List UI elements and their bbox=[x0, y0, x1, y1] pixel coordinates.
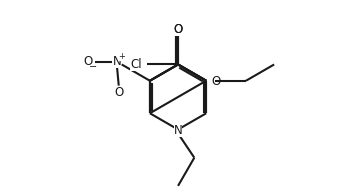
Text: N: N bbox=[112, 55, 121, 68]
Text: O: O bbox=[114, 86, 123, 99]
Text: O: O bbox=[173, 23, 183, 36]
Text: O: O bbox=[211, 75, 220, 88]
Text: O: O bbox=[173, 23, 183, 36]
Text: −: − bbox=[89, 62, 97, 72]
Text: O: O bbox=[84, 55, 93, 68]
Text: Cl: Cl bbox=[130, 58, 142, 71]
Text: N: N bbox=[174, 124, 182, 137]
Text: +: + bbox=[118, 52, 125, 61]
